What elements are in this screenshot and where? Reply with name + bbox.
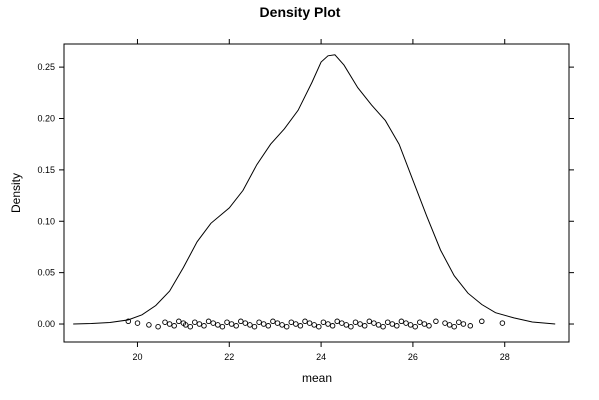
rug-point [134,320,141,326]
rug-point [456,319,462,325]
rug-point [288,319,295,325]
rug-point [196,321,203,327]
rug-point [125,318,132,325]
y-tick-label: 0.05 [37,268,55,278]
rug-point [348,323,354,330]
rug-point [215,322,221,328]
rug-point [433,318,439,325]
rug-point [260,321,267,327]
rug-point [479,318,485,325]
rug-point [316,323,322,330]
rug-point [499,320,506,326]
rug-point [187,323,194,330]
rug-point [311,322,317,328]
y-tick-label: 0.00 [37,319,55,329]
rug-point [219,323,226,330]
rug-point [242,320,249,326]
x-tick-label: 26 [408,352,418,362]
plot-frame [63,43,570,343]
y-tick-label: 0.25 [37,62,55,72]
x-axis-label: mean [302,371,332,385]
rug-point [361,323,368,329]
rug-point [380,323,386,330]
rug-point [446,322,453,328]
chart-title: Density Plot [260,4,341,20]
rug-point [283,323,290,330]
rug-point [155,323,161,330]
rug-point [460,321,467,327]
rug-point [407,322,414,328]
rug-point [426,323,432,329]
rug-point [421,321,428,327]
density-curve [73,54,556,325]
rug-point [228,321,235,327]
rug-point [192,319,198,325]
rug-point [201,323,207,329]
x-tick-label: 20 [132,352,142,362]
rug-point [270,318,276,325]
rug-point [371,320,377,326]
rug-point [467,323,474,329]
rug-point [375,322,382,328]
rug-point [162,319,168,325]
rug-point [210,320,216,326]
y-tick-label: 0.10 [37,216,55,226]
rug-point [297,323,304,329]
rug-point [306,320,313,326]
axis-ticks [59,39,574,347]
rug-point [384,319,391,325]
rug-point [205,318,212,325]
rug-point [146,322,152,328]
rug-point [182,322,189,328]
x-tick-label: 28 [500,352,510,362]
rug-point [247,322,253,328]
rug-point [403,320,409,326]
rug-point [325,321,331,327]
rug-point [412,323,418,330]
rug-point [224,319,230,325]
rug-point [233,323,239,329]
rug-point [274,320,281,326]
rug-point [256,319,262,325]
rug-point [442,320,448,326]
x-tick-label: 22 [224,352,234,362]
rug-point [320,319,327,325]
rug-point [238,318,244,325]
rug-point [339,320,345,326]
axis-tick-labels: 20 22 24 26 28 0.00 0.05 0.10 0.15 0.20 0.25 [37,62,509,362]
x-tick-label: 24 [316,352,326,362]
rug-point [293,321,299,327]
rug-point [417,319,423,325]
rug-point [352,319,359,325]
rug-point [166,321,173,327]
rug-point [265,323,272,329]
y-tick-label: 0.20 [37,114,55,124]
y-axis-label: Density [9,173,23,213]
rug-point [451,323,457,330]
rug-point [176,318,182,325]
rug-point [302,318,308,325]
rug-point [329,323,336,329]
rug-point [357,321,363,327]
rug-point [389,321,396,327]
rug-points [125,318,506,330]
y-tick-label: 0.15 [37,165,55,175]
rug-point [171,323,177,329]
rug-point [251,323,258,330]
rug-point [279,322,285,328]
rug-point [394,323,400,329]
rug-point [398,318,405,325]
rug-point [366,318,373,325]
rug-point [334,318,340,325]
rug-point [343,322,350,328]
